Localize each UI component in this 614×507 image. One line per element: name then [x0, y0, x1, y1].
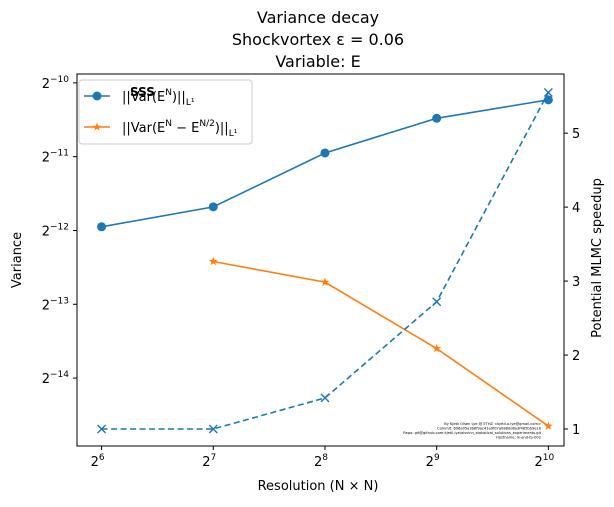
footer-note-line-2: Commit: 696a05a3b8f9ac41a9fd7a088dd8a3f4… [437, 427, 542, 431]
legend: SSS ||Var(EN)||L¹ ||Var(EN − EN/2)||L¹ [78, 79, 253, 145]
axes-layer: 26 27 28 29 210 2−10 2−11 2−12 2−13 2−14 1 2 3 4 5 [42, 75, 581, 470]
chart-title-line-1: Variance decay [257, 8, 379, 27]
footer-note-line-1: By Kjetil Olsen Lye @ ETHZ <kjetil.o.lye… [444, 422, 541, 426]
data-point-circle [543, 95, 553, 105]
legend-label-variance: ||Var(EN)||L¹ [122, 88, 195, 108]
data-point-circle [432, 113, 442, 123]
data-point-x-stroke [97, 424, 107, 434]
data-point-star [432, 343, 442, 353]
y-right-tick-label: 3 [572, 275, 580, 290]
data-point-x [208, 424, 218, 434]
y-right-tick-label: 2 [572, 349, 580, 364]
data-point-x [320, 393, 330, 403]
data-point-x-stroke [320, 393, 330, 403]
x-tick-label: 27 [202, 453, 216, 470]
data-point-circle [97, 222, 107, 232]
y-left-tick-label: 2−11 [42, 149, 69, 166]
footer-note-line-4: Hostname: lx-and-fp-002 [496, 436, 541, 440]
watermark-logo: SSS [130, 85, 155, 99]
series-layer [97, 87, 553, 434]
data-point-star [208, 256, 218, 266]
chart-title-line-2: Shockvortex ε = 0.06 [232, 30, 404, 49]
x-tick-label: 28 [314, 453, 328, 470]
legend-marker-difference-variance [92, 122, 102, 131]
footer-note-line-3: Repo: git@github.com:kjetil-lye/alsvinn_… [403, 431, 541, 435]
chart-title-line-3: Variable: E [275, 52, 360, 71]
data-point-circle [320, 148, 330, 158]
legend-label-difference-variance: ||Var(EN − EN/2)||L¹ [122, 119, 238, 139]
footer-note: By Kjetil Olsen Lye @ ETHZ <kjetil.o.lye… [403, 422, 541, 440]
y-axis-label-left: Variance [10, 232, 25, 288]
data-point-x-stroke [208, 424, 218, 434]
x-tick-label: 210 [534, 453, 554, 470]
y-axis-label-right: Potential MLMC speedup [590, 178, 605, 338]
data-point-x [97, 424, 107, 434]
data-point-x [543, 87, 553, 97]
y-left-tick-label: 2−13 [42, 296, 69, 313]
y-right-tick-label: 5 [572, 127, 580, 142]
legend-box [78, 79, 253, 145]
legend-marker-variance [92, 91, 102, 101]
data-point-x-stroke [543, 87, 553, 97]
x-axis-label: Resolution (N × N) [258, 479, 379, 494]
data-point-star [320, 277, 330, 286]
y-left-tick-label: 2−10 [42, 75, 70, 92]
series-line-1 [213, 260, 549, 427]
plot-area-frame [76, 73, 565, 447]
y-left-tick-label: 2−12 [42, 222, 69, 239]
x-tick-label: 29 [426, 453, 440, 470]
y-left-tick-label: 2−14 [42, 370, 70, 387]
y-right-tick-label: 1 [572, 423, 580, 438]
data-point-star [543, 421, 553, 430]
data-point-circle [208, 202, 218, 212]
x-tick-label: 26 [91, 453, 105, 470]
data-point-x-stroke [432, 297, 442, 307]
y-right-tick-label: 4 [572, 201, 580, 216]
data-point-x [432, 297, 442, 307]
